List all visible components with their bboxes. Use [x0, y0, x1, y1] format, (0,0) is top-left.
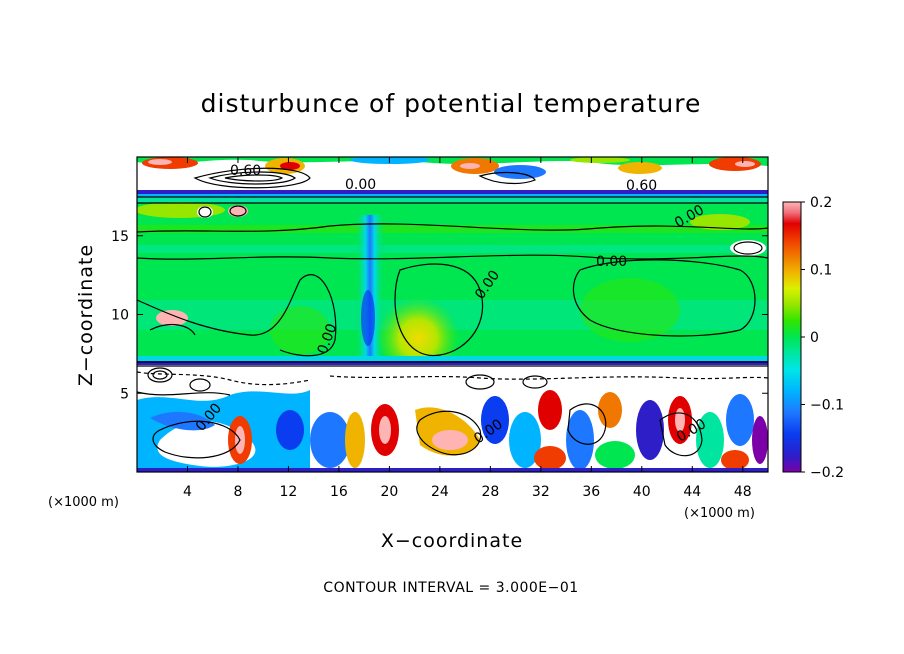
colorbar-tick-label: 0.2 [810, 195, 832, 211]
x-unit-left: (×1000 m) [48, 495, 119, 510]
x-tick-label: 4 [183, 484, 192, 500]
contour-interval-note: CONTOUR INTERVAL = 3.000E−01 [323, 580, 578, 596]
contour-label: 0.60 [230, 163, 261, 179]
colorbar-ticks: 0.2 0.1 0 −0.1 −0.2 [801, 195, 844, 481]
colorbar-tick-label: 0.1 [810, 263, 832, 279]
x-tick-label: 20 [380, 484, 398, 500]
x-tick-label: 24 [431, 484, 449, 500]
x-tick-label: 32 [532, 484, 550, 500]
y-tick-label: 10 [111, 308, 129, 324]
x-tick-label: 16 [330, 484, 348, 500]
contour-lines [137, 167, 768, 459]
x-tick-label: 8 [233, 484, 242, 500]
x-axis: 4 8 12 16 20 24 28 32 36 40 44 48 [183, 157, 752, 500]
boundary-layer [137, 365, 768, 472]
x-axis-label: X−coordinate [381, 530, 523, 552]
x-tick-label: 36 [582, 484, 600, 500]
x-tick-label: 28 [481, 484, 499, 500]
colorbar-tick-label: 0 [810, 330, 819, 346]
x-tick-label: 12 [280, 484, 298, 500]
x-unit-right: (×1000 m) [684, 506, 755, 521]
colorbar-tick-label: −0.2 [810, 465, 844, 481]
y-tick-label: 5 [120, 386, 129, 402]
colorbar-tick-label: −0.1 [810, 398, 844, 414]
colorbar: 0.2 0.1 0 −0.1 −0.2 [782, 195, 844, 481]
contour-label: 0.00 [345, 177, 376, 193]
upper-layer [137, 157, 768, 197]
y-axis: 5 10 15 [111, 229, 768, 402]
contour-label: 0.00 [596, 254, 627, 270]
x-tick-label: 40 [633, 484, 651, 500]
y-axis-label: Z−coordinate [75, 244, 97, 386]
x-tick-label: 48 [734, 484, 752, 500]
contour-label: 0.60 [626, 178, 657, 194]
plot-area: 0.60 0.00 0.60 0.00 0.00 0.00 0.00 0.00 … [137, 157, 768, 472]
x-tick-label: 44 [683, 484, 701, 500]
y-tick-label: 15 [111, 229, 129, 245]
chart-title: disturbunce of potential temperature [201, 89, 702, 118]
mid-troposphere [137, 197, 768, 372]
colorbar-scale [782, 201, 802, 473]
